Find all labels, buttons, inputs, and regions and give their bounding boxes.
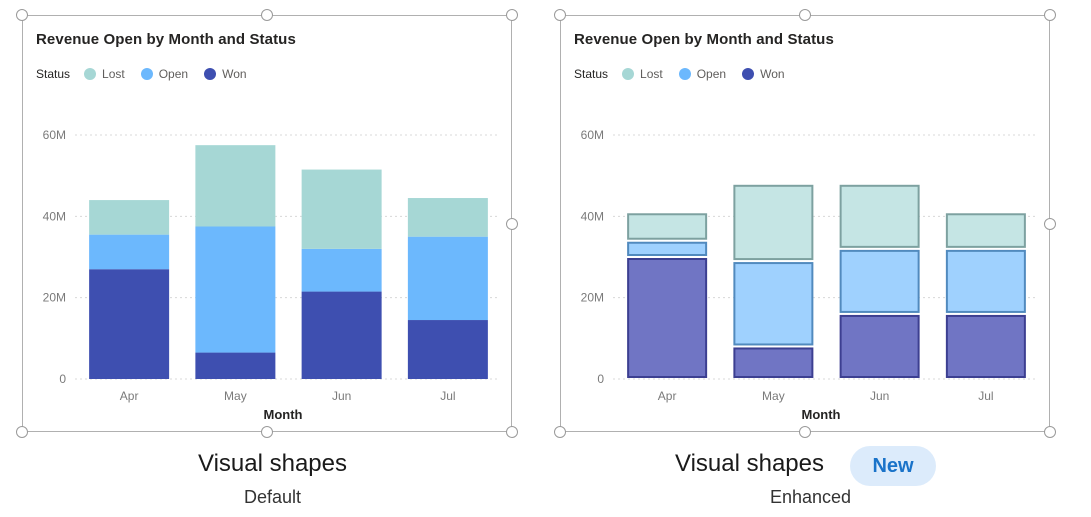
x-tick-label: Jun [870, 389, 889, 403]
panel-subcaption: Enhanced [769, 487, 852, 507]
bar-segment-won-may[interactable] [733, 347, 814, 379]
legend-dot-won [742, 68, 755, 80]
x-axis-title: Month [802, 407, 841, 422]
bar-segment-open-jul[interactable] [945, 249, 1026, 313]
x-tick-label: Jul [978, 389, 993, 403]
legend-dot-lost [84, 68, 97, 80]
bar-segment-won-may[interactable] [195, 352, 276, 379]
chart-title: Revenue Open by Month and Status [36, 31, 296, 48]
legend-item-won[interactable]: Won [742, 67, 785, 81]
resize-handle-middle-right[interactable] [506, 218, 518, 230]
panel-caption: Visual shapes [198, 450, 347, 477]
visual-enhanced-panel: Revenue Open by Month and Status Status … [538, 0, 1083, 517]
legend-dot-lost [622, 68, 635, 80]
chart-legend: Status Lost Open Won [36, 67, 263, 81]
resize-handle-bottom-left[interactable] [16, 426, 28, 438]
bar-segment-won-jul[interactable] [945, 314, 1026, 378]
bar-segment-lost-jun[interactable] [839, 184, 920, 248]
legend-item-open[interactable]: Open [140, 67, 189, 81]
legend-dot-open [140, 68, 153, 80]
bar-segment-won-apr[interactable] [89, 269, 170, 379]
x-tick-label: Jul [440, 389, 455, 403]
legend-item-won[interactable]: Won [204, 67, 247, 81]
y-tick-label: 0 [597, 372, 604, 386]
bar-segment-open-jun[interactable] [839, 249, 920, 313]
legend-label-won: Won [760, 67, 785, 81]
chart-legend: Status Lost Open Won [574, 67, 801, 81]
legend-label-won: Won [222, 67, 247, 81]
panel-caption: Visual shapes [675, 450, 824, 477]
bar-segment-lost-apr[interactable] [627, 213, 708, 240]
resize-handle-bottom-center[interactable] [261, 426, 273, 438]
resize-handle-top-center[interactable] [261, 9, 273, 21]
x-tick-label: Apr [120, 389, 139, 403]
y-tick-label: 0 [59, 372, 66, 386]
resize-handle-top-left[interactable] [554, 9, 566, 21]
bar-segment-lost-may[interactable] [195, 145, 276, 227]
legend-title: Status [574, 67, 609, 81]
resize-handle-middle-right[interactable] [1044, 218, 1056, 230]
bar-segment-open-may[interactable] [733, 262, 814, 346]
chart-title: Revenue Open by Month and Status [574, 31, 834, 48]
bar-segment-lost-apr[interactable] [89, 200, 170, 235]
x-axis-title: Month [264, 407, 303, 422]
legend-dot-won [204, 68, 217, 80]
legend-label-open: Open [158, 67, 189, 81]
bar-segment-won-jun[interactable] [839, 314, 920, 378]
bar-segment-lost-jul[interactable] [407, 198, 488, 237]
resize-handle-bottom-right[interactable] [1044, 426, 1056, 438]
bar-segment-open-apr[interactable] [89, 234, 170, 270]
bar-segment-won-jun[interactable] [301, 291, 382, 379]
stacked-column-chart-default: 0 20M 40M 60M Apr May Jun Jul Month [43, 128, 500, 422]
resize-handle-bottom-center[interactable] [799, 426, 811, 438]
panel-subcaption: Default [243, 487, 302, 507]
legend-item-lost[interactable]: Lost [622, 67, 663, 81]
legend-label-lost: Lost [102, 67, 125, 81]
bar-segment-open-may[interactable] [195, 226, 276, 353]
bar-segment-lost-may[interactable] [733, 184, 814, 261]
y-tick-label: 60M [43, 128, 66, 142]
x-tick-label: May [762, 389, 785, 403]
bar-segment-open-apr[interactable] [627, 241, 708, 257]
resize-handle-top-right[interactable] [1044, 9, 1056, 21]
bar-segment-open-jun[interactable] [301, 248, 382, 292]
y-tick-label: 40M [581, 209, 604, 223]
legend-item-open[interactable]: Open [678, 67, 727, 81]
y-tick-label: 20M [581, 291, 604, 305]
legend-label-open: Open [696, 67, 727, 81]
resize-handle-bottom-left[interactable] [554, 426, 566, 438]
y-tick-label: 40M [43, 209, 66, 223]
resize-handle-bottom-right[interactable] [506, 426, 518, 438]
stacked-column-chart-enhanced: 0 20M 40M 60M Apr May Jun Jul Month [581, 128, 1038, 422]
x-tick-label: May [224, 389, 247, 403]
bar-segment-won-apr[interactable] [627, 258, 708, 378]
legend-label-lost: Lost [640, 67, 663, 81]
legend-dot-open [678, 68, 691, 80]
x-tick-label: Jun [332, 389, 351, 403]
y-tick-label: 60M [581, 128, 604, 142]
y-tick-label: 20M [43, 291, 66, 305]
legend-item-lost[interactable]: Lost [84, 67, 125, 81]
new-badge: New [850, 446, 936, 486]
resize-handle-top-center[interactable] [799, 9, 811, 21]
legend-title: Status [36, 67, 71, 81]
bar-segment-lost-jul[interactable] [945, 213, 1026, 248]
bar-segment-won-jul[interactable] [407, 320, 488, 379]
resize-handle-top-left[interactable] [16, 9, 28, 21]
x-tick-label: Apr [658, 389, 677, 403]
bar-segment-lost-jun[interactable] [301, 169, 382, 249]
visual-default-panel: Revenue Open by Month and Status Status … [0, 0, 545, 517]
bar-segment-open-jul[interactable] [407, 236, 488, 321]
resize-handle-top-right[interactable] [506, 9, 518, 21]
